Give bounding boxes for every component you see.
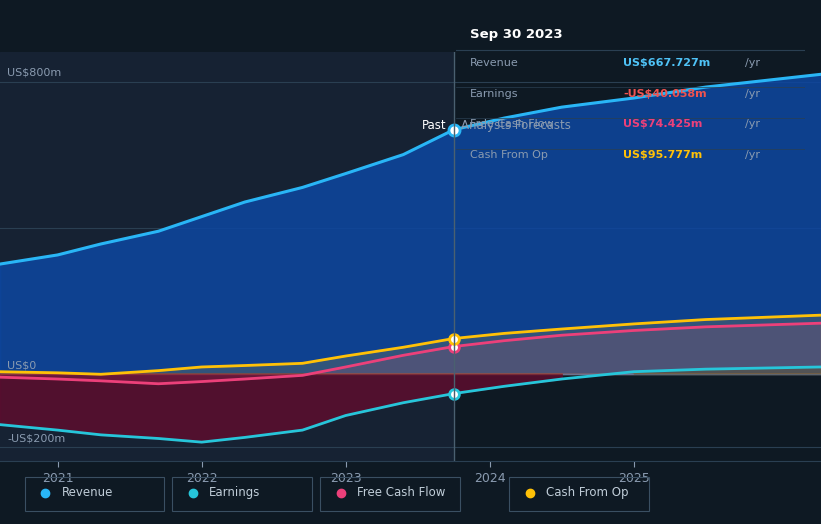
- Text: Free Cash Flow: Free Cash Flow: [357, 486, 446, 499]
- Text: /yr: /yr: [745, 150, 760, 160]
- Text: Earnings: Earnings: [470, 89, 518, 99]
- Text: /yr: /yr: [745, 58, 760, 68]
- Text: /yr: /yr: [745, 119, 760, 129]
- Text: Past: Past: [422, 119, 447, 133]
- Text: /yr: /yr: [745, 89, 760, 99]
- Bar: [0, 52, 454, 461]
- Text: Cash From Op: Cash From Op: [470, 150, 548, 160]
- Text: US$0: US$0: [7, 361, 36, 370]
- Text: Sep 30 2023: Sep 30 2023: [470, 28, 562, 41]
- Text: US$800m: US$800m: [7, 68, 62, 78]
- Text: Revenue: Revenue: [470, 58, 518, 68]
- Text: Revenue: Revenue: [62, 486, 113, 499]
- Text: -US$40.058m: -US$40.058m: [623, 89, 707, 99]
- Text: Free Cash Flow: Free Cash Flow: [470, 119, 553, 129]
- Text: Analysts Forecasts: Analysts Forecasts: [461, 119, 571, 133]
- Text: -US$200m: -US$200m: [7, 433, 66, 444]
- Text: US$95.777m: US$95.777m: [623, 150, 703, 160]
- Text: Earnings: Earnings: [209, 486, 261, 499]
- Bar: [454, 52, 821, 461]
- Text: US$74.425m: US$74.425m: [623, 119, 703, 129]
- Text: Cash From Op: Cash From Op: [546, 486, 628, 499]
- Text: US$667.727m: US$667.727m: [623, 58, 710, 68]
